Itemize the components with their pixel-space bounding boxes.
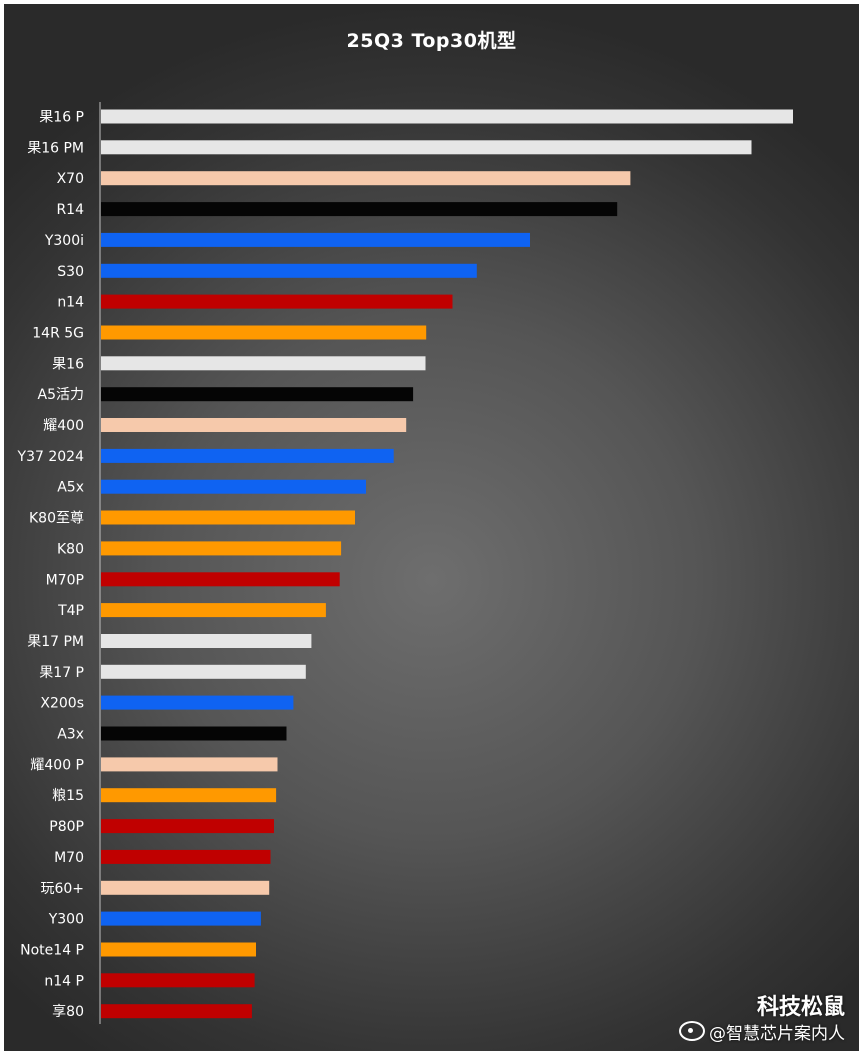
category-label-24: P80P: [49, 819, 84, 835]
category-label-16: M70P: [46, 572, 84, 588]
bar-20: [101, 695, 294, 710]
category-label-20: X200s: [40, 696, 84, 712]
bar-19: [101, 664, 306, 679]
bar-7: [101, 294, 453, 309]
bar-13: [101, 479, 366, 494]
bar-16: [101, 572, 340, 587]
watermark-handle: @智慧芯片案内人: [709, 1024, 845, 1044]
bar-17: [101, 603, 326, 618]
chart-frame: 25Q3 Top30机型 果16 P 果16 PM X70 R14 Y300i S30 n1…: [4, 4, 859, 1051]
category-label-27: Y300: [48, 912, 84, 928]
category-label-7: n14: [57, 295, 84, 311]
watermark-handle-row: @智慧芯片案内人: [679, 1021, 845, 1045]
bar-9: [101, 356, 426, 371]
category-label-21: A3x: [57, 727, 84, 743]
bar-11: [101, 418, 407, 432]
weibo-icon: [679, 1021, 705, 1041]
bar-6: [101, 263, 477, 278]
category-label-5: Y300i: [44, 233, 84, 249]
chart-title: 25Q3 Top30机型: [346, 30, 517, 52]
watermark: 科技松鼠 @智慧芯片案内人: [679, 995, 845, 1045]
bar-18: [101, 634, 312, 648]
category-label-1: 果16 P: [39, 110, 84, 126]
bar-21: [101, 726, 287, 741]
category-label-3: X70: [57, 171, 84, 187]
category-label-6: S30: [57, 264, 84, 280]
watermark-brand: 科技松鼠: [756, 995, 845, 1020]
bar-29: [101, 973, 255, 988]
category-label-23: 粮15: [52, 788, 84, 804]
bar-26: [101, 880, 270, 895]
category-label-22: 耀400 P: [30, 757, 84, 773]
category-label-11: 耀400: [43, 418, 84, 434]
category-label-8: 14R 5G: [32, 326, 84, 342]
category-label-17: T4P: [57, 603, 84, 619]
bar-4: [101, 202, 618, 217]
category-label-29: n14 P: [44, 973, 84, 989]
bar-5: [101, 232, 530, 247]
category-label-13: A5x: [57, 480, 84, 496]
bar-30: [101, 1004, 252, 1019]
category-label-28: Note14 P: [20, 943, 84, 959]
bar-15: [101, 541, 342, 556]
bar-10: [101, 387, 414, 402]
bars-group: [101, 109, 793, 1019]
bar-24: [101, 819, 274, 834]
bar-14: [101, 510, 355, 525]
category-label-30: 享80: [52, 1003, 84, 1020]
category-label-25: M70: [54, 850, 84, 866]
bar-3: [101, 171, 631, 186]
category-label-14: K80至尊: [29, 510, 84, 527]
bar-22: [101, 757, 278, 772]
category-label-4: R14: [56, 202, 84, 218]
bar-27: [101, 911, 261, 926]
category-label-15: K80: [57, 541, 84, 557]
bar-2: [101, 140, 752, 155]
category-label-10: A5活力: [38, 387, 84, 403]
bar-chart: 果16 P 果16 PM X70 R14 Y300i S30 n14 14R 5G 果16 A5活…: [17, 102, 793, 1024]
bar-23: [101, 788, 277, 803]
bar-12: [101, 448, 394, 463]
bar-28: [101, 942, 256, 957]
bar-25: [101, 849, 271, 864]
category-label-9: 果16: [52, 356, 84, 372]
category-label-26: 玩60+: [40, 881, 84, 897]
category-labels-group: 果16 P 果16 PM X70 R14 Y300i S30 n14 14R 5G 果16 A5活…: [17, 110, 85, 1021]
bar-8: [101, 325, 427, 340]
category-label-12: Y37 2024: [17, 449, 85, 465]
category-label-19: 果17 P: [39, 665, 84, 681]
category-label-2: 果16 PM: [27, 140, 84, 156]
category-label-18: 果17 PM: [27, 634, 84, 650]
bar-1: [101, 109, 793, 124]
